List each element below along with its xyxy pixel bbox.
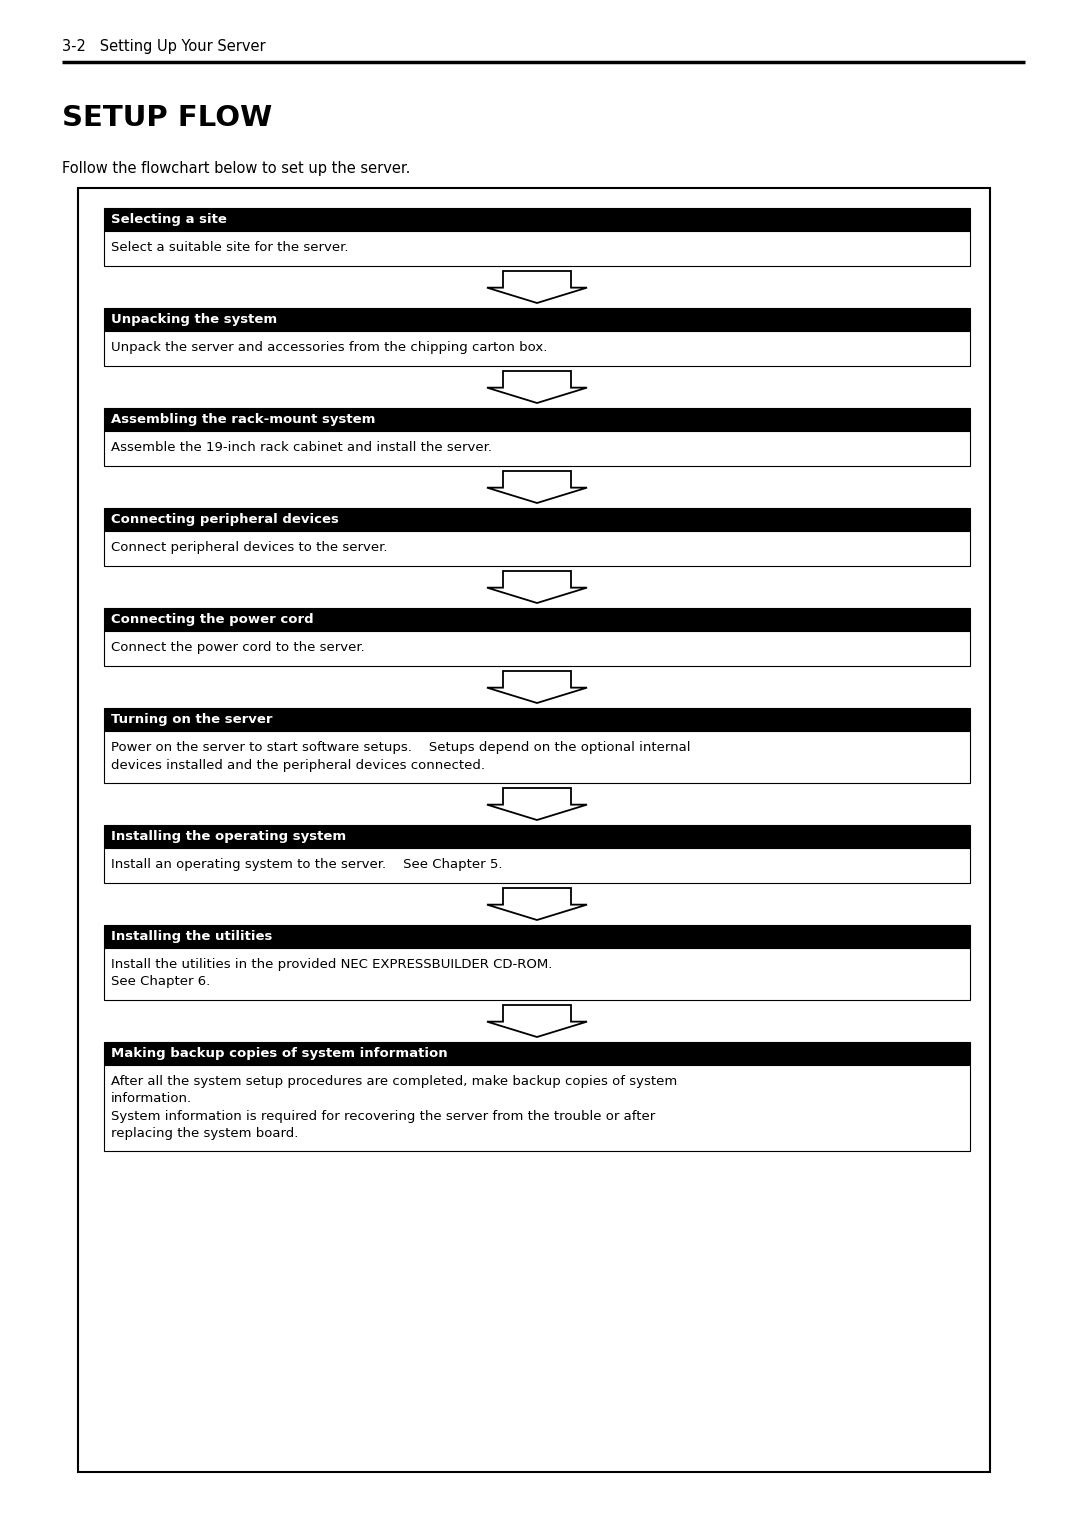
Polygon shape: [487, 671, 588, 703]
Text: Install an operating system to the server.    See Chapter 5.: Install an operating system to the serve…: [111, 858, 502, 871]
Polygon shape: [487, 371, 588, 403]
Text: Select a suitable site for the server.: Select a suitable site for the server.: [111, 241, 349, 253]
Text: After all the system setup procedures are completed, make backup copies of syste: After all the system setup procedures ar…: [111, 1074, 677, 1140]
Text: Unpacking the system: Unpacking the system: [111, 313, 278, 327]
Text: Connect the power cord to the server.: Connect the power cord to the server.: [111, 641, 365, 655]
Bar: [104, 826, 970, 848]
Bar: [104, 1065, 970, 1151]
Text: Making backup copies of system information: Making backup copies of system informati…: [111, 1047, 447, 1061]
Bar: [104, 1042, 970, 1065]
Bar: [104, 230, 970, 266]
Bar: [104, 708, 970, 731]
Text: SETUP FLOW: SETUP FLOW: [62, 104, 272, 133]
Bar: [104, 308, 970, 331]
Bar: [104, 948, 970, 1000]
Text: Connect peripheral devices to the server.: Connect peripheral devices to the server…: [111, 542, 388, 554]
Text: Selecting a site: Selecting a site: [111, 214, 227, 226]
Text: Installing the operating system: Installing the operating system: [111, 830, 346, 842]
Text: Turning on the server: Turning on the server: [111, 713, 272, 726]
Bar: [104, 630, 970, 665]
Text: Installing the utilities: Installing the utilities: [111, 929, 272, 943]
Text: Assemble the 19-inch rack cabinet and install the server.: Assemble the 19-inch rack cabinet and in…: [111, 441, 492, 455]
Text: Assembling the rack-mount system: Assembling the rack-mount system: [111, 414, 376, 426]
Bar: [104, 430, 970, 465]
Bar: [78, 188, 990, 1473]
Bar: [104, 531, 970, 566]
Text: Connecting the power cord: Connecting the power cord: [111, 613, 313, 626]
Polygon shape: [487, 1006, 588, 1038]
Bar: [104, 508, 970, 531]
Text: Unpack the server and accessories from the chipping carton box.: Unpack the server and accessories from t…: [111, 340, 548, 354]
Text: Follow the flowchart below to set up the server.: Follow the flowchart below to set up the…: [62, 160, 410, 175]
Polygon shape: [487, 571, 588, 603]
Polygon shape: [487, 472, 588, 504]
Bar: [104, 208, 970, 230]
Text: Power on the server to start software setups.    Setups depend on the optional i: Power on the server to start software se…: [111, 742, 690, 772]
Text: 3-2   Setting Up Your Server: 3-2 Setting Up Your Server: [62, 38, 266, 53]
Bar: [104, 925, 970, 948]
Bar: [104, 407, 970, 430]
Bar: [104, 607, 970, 630]
Text: Install the utilities in the provided NEC EXPRESSBUILDER CD-ROM.
See Chapter 6.: Install the utilities in the provided NE…: [111, 958, 552, 989]
Bar: [104, 731, 970, 783]
Polygon shape: [487, 272, 588, 304]
Bar: [104, 331, 970, 366]
Polygon shape: [487, 888, 588, 920]
Polygon shape: [487, 787, 588, 819]
Text: Connecting peripheral devices: Connecting peripheral devices: [111, 513, 339, 526]
Bar: [104, 848, 970, 884]
